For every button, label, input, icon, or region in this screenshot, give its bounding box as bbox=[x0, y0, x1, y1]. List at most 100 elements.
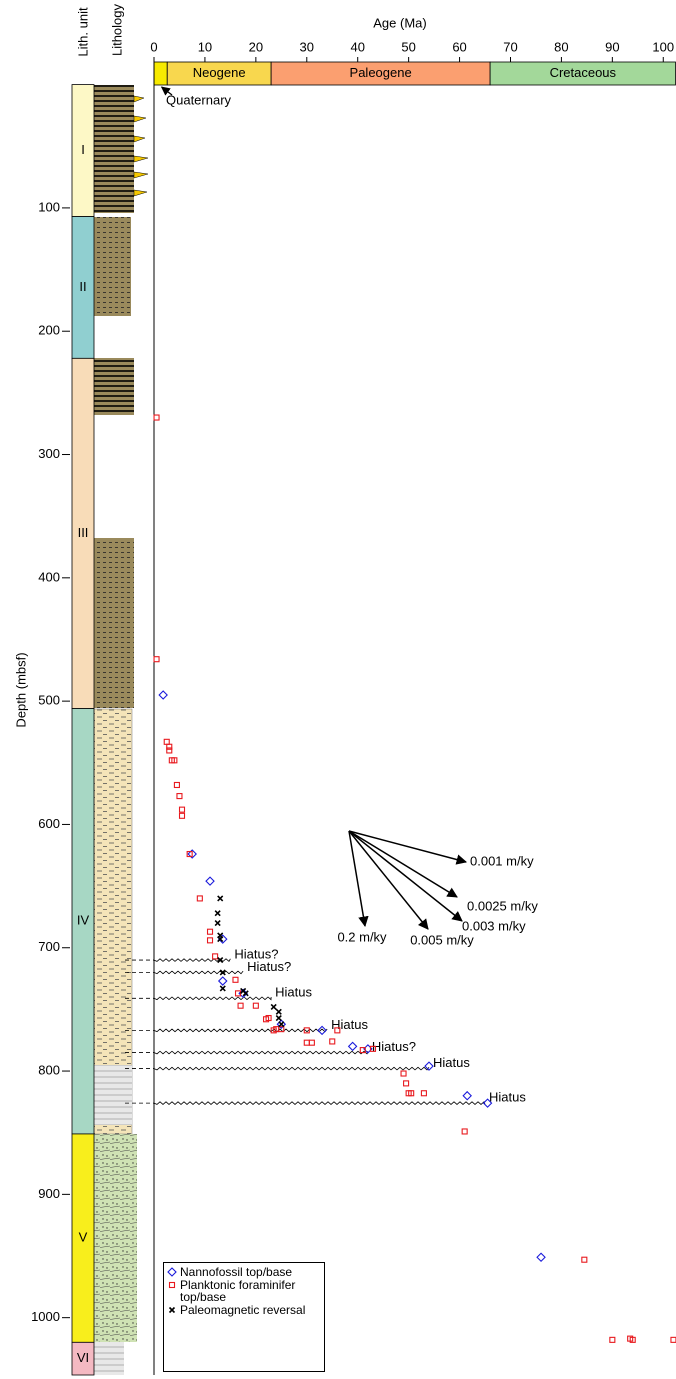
rate-arrow bbox=[349, 831, 457, 897]
nannofossil-marker bbox=[159, 691, 167, 699]
foraminifer-marker bbox=[180, 813, 185, 818]
data-point bbox=[180, 807, 185, 812]
foraminifer-marker bbox=[304, 1040, 309, 1045]
data-point bbox=[279, 1022, 284, 1027]
data-point bbox=[463, 1092, 471, 1100]
data-point bbox=[208, 938, 213, 943]
x-tick-label: 10 bbox=[198, 39, 212, 54]
foraminifer-marker bbox=[330, 1039, 335, 1044]
paleomag-marker bbox=[276, 1009, 281, 1014]
data-point bbox=[167, 744, 172, 749]
data-point bbox=[220, 986, 225, 991]
paleomag-marker bbox=[276, 1016, 281, 1021]
x-tick-label: 70 bbox=[503, 39, 517, 54]
foraminifer-marker bbox=[164, 739, 169, 744]
y-tick-label: 800 bbox=[38, 1062, 60, 1077]
data-point bbox=[318, 1026, 326, 1034]
legend-label: Nannofossil top/base bbox=[180, 1266, 292, 1278]
y-tick-label: 700 bbox=[38, 939, 60, 954]
rate-label: 0.2 m/ky bbox=[337, 929, 387, 944]
data-point bbox=[154, 415, 159, 420]
column-title: Lithology bbox=[109, 3, 124, 56]
foraminifer-marker bbox=[462, 1129, 467, 1134]
data-point bbox=[215, 921, 220, 926]
hiatus-label: Hiatus bbox=[489, 1090, 526, 1105]
nannofossil-marker bbox=[206, 877, 214, 885]
data-point bbox=[462, 1129, 467, 1134]
lithology-column bbox=[94, 85, 148, 1375]
column-title: Lith. unit bbox=[75, 7, 90, 57]
x-tick-label: 50 bbox=[401, 39, 415, 54]
hiatus-label: Hiatus bbox=[331, 1017, 368, 1032]
foraminifer-marker bbox=[421, 1091, 426, 1096]
data-point bbox=[271, 1004, 276, 1009]
legend-symbol bbox=[166, 1279, 180, 1291]
data-point bbox=[253, 1003, 258, 1008]
foraminifer-marker bbox=[167, 744, 172, 749]
hiatus-label: Hiatus? bbox=[247, 959, 291, 974]
epoch-band bbox=[154, 62, 167, 85]
hiatus-line bbox=[154, 997, 271, 1000]
paleomag-marker bbox=[215, 921, 220, 926]
hiatus-line bbox=[154, 1051, 368, 1054]
rate-arrow bbox=[349, 831, 462, 921]
hiatus-label: Hiatus bbox=[275, 985, 312, 1000]
nannofossil-marker bbox=[463, 1092, 471, 1100]
foraminifer-marker bbox=[208, 938, 213, 943]
y-tick-label: 1000 bbox=[31, 1309, 60, 1324]
lith-unit-label: V bbox=[79, 1230, 88, 1245]
y-tick-label: 200 bbox=[38, 323, 60, 338]
x-tick-label: 40 bbox=[350, 39, 364, 54]
foraminifer-marker bbox=[197, 896, 202, 901]
x-tick-label: 0 bbox=[150, 39, 157, 54]
foraminifer-marker bbox=[671, 1337, 676, 1342]
epoch-label: Neogene bbox=[193, 65, 246, 80]
foraminifer-marker bbox=[253, 1003, 258, 1008]
lith-unit-label: III bbox=[78, 525, 89, 540]
data-point bbox=[309, 1040, 314, 1045]
hiatus-line bbox=[154, 1067, 429, 1070]
data-point bbox=[349, 1042, 357, 1050]
data-point bbox=[206, 877, 214, 885]
legend-entry: Nannofossil top/base bbox=[166, 1266, 322, 1278]
legend-label: Planktonic foraminifer top/base bbox=[180, 1279, 322, 1303]
data-point bbox=[233, 977, 238, 982]
chart: QuaternaryNeogenePaleogeneCretaceous0102… bbox=[0, 0, 676, 1379]
data-point bbox=[154, 657, 159, 662]
epoch-label: Quaternary bbox=[166, 92, 232, 107]
foraminifer-marker bbox=[180, 807, 185, 812]
data-point bbox=[164, 739, 169, 744]
data-point bbox=[404, 1081, 409, 1086]
foraminifer-marker bbox=[582, 1257, 587, 1262]
paleomag-marker bbox=[271, 1004, 276, 1009]
rate-arrow bbox=[349, 831, 428, 929]
nannofossil-marker bbox=[219, 977, 227, 985]
data-point bbox=[304, 1040, 309, 1045]
foraminifer-marker bbox=[309, 1040, 314, 1045]
y-tick-label: 400 bbox=[38, 569, 60, 584]
data-point bbox=[330, 1039, 335, 1044]
y-tick-label: 500 bbox=[38, 693, 60, 708]
hiatus-line bbox=[154, 971, 243, 974]
foraminifer-marker bbox=[610, 1337, 615, 1342]
paleomag-marker bbox=[220, 986, 225, 991]
data-point bbox=[167, 748, 172, 753]
nannofossil-marker bbox=[318, 1026, 326, 1034]
lith-unit-label: IV bbox=[77, 913, 90, 928]
epoch-label: Paleogene bbox=[350, 65, 412, 80]
x-axis-title: Age (Ma) bbox=[373, 15, 426, 30]
y-axis-title: Depth (mbsf) bbox=[13, 652, 28, 727]
legend-symbol bbox=[166, 1266, 180, 1278]
foraminifer-marker bbox=[170, 1283, 175, 1288]
data-point bbox=[208, 929, 213, 934]
data-point bbox=[582, 1257, 587, 1262]
rate-arrow bbox=[349, 831, 466, 862]
nannofossil-marker bbox=[349, 1042, 357, 1050]
data-point bbox=[213, 954, 218, 959]
foraminifer-marker bbox=[167, 748, 172, 753]
hiatus-label: Hiatus bbox=[433, 1055, 470, 1070]
foraminifer-marker bbox=[401, 1071, 406, 1076]
legend-label: Paleomagnetic reversal bbox=[180, 1304, 305, 1316]
foraminifer-marker bbox=[177, 794, 182, 799]
foraminifer-marker bbox=[208, 929, 213, 934]
